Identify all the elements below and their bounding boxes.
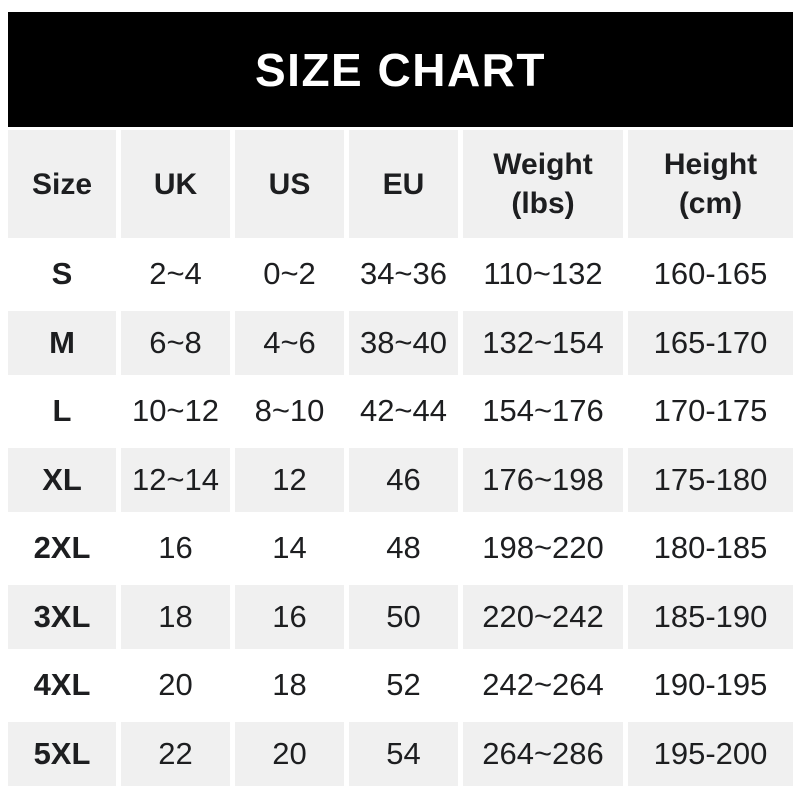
- table-cell: 22: [121, 721, 230, 786]
- table-cell: 220~242: [463, 584, 623, 649]
- row-size-cell: S: [8, 242, 116, 307]
- table-cell: 48: [349, 516, 458, 581]
- table-cell: 165-170: [628, 310, 793, 375]
- size-chart-banner: SIZE CHART: [8, 12, 793, 127]
- table-cell: 175-180: [628, 447, 793, 512]
- table-cell: 198~220: [463, 516, 623, 581]
- table-cell: 46: [349, 447, 458, 512]
- row-size-cell: M: [8, 310, 116, 375]
- table-cell: 12~14: [121, 447, 230, 512]
- table-cell: 190-195: [628, 653, 793, 718]
- table-cell: 10~12: [121, 379, 230, 444]
- table-cell: 8~10: [235, 379, 344, 444]
- header-cell: US: [235, 130, 344, 238]
- table-cell: 12: [235, 447, 344, 512]
- row-size-cell: L: [8, 379, 116, 444]
- table-cell: 160-165: [628, 242, 793, 307]
- table-cell: 195-200: [628, 721, 793, 786]
- row-size-cell: 2XL: [8, 516, 116, 581]
- table-cell: 14: [235, 516, 344, 581]
- table-cell: 16: [235, 584, 344, 649]
- header-cell: UK: [121, 130, 230, 238]
- table-cell: 242~264: [463, 653, 623, 718]
- table-cell: 18: [235, 653, 344, 718]
- table-cell: 52: [349, 653, 458, 718]
- table-cell: 6~8: [121, 310, 230, 375]
- header-cell: EU: [349, 130, 458, 238]
- table-cell: 0~2: [235, 242, 344, 307]
- table-cell: 50: [349, 584, 458, 649]
- table-cell: 4~6: [235, 310, 344, 375]
- size-table: Size UK US EU Weight (lbs) Height (cm) S 2~4 0~2…: [8, 130, 793, 786]
- row-size-cell: 4XL: [8, 653, 116, 718]
- banner-title: SIZE CHART: [255, 43, 546, 96]
- table-cell: 132~154: [463, 310, 623, 375]
- table-cell: 34~36: [349, 242, 458, 307]
- table-cell: 180-185: [628, 516, 793, 581]
- table-cell: 2~4: [121, 242, 230, 307]
- row-size-cell: 3XL: [8, 584, 116, 649]
- table-cell: 54: [349, 721, 458, 786]
- row-size-cell: XL: [8, 447, 116, 512]
- table-cell: 154~176: [463, 379, 623, 444]
- table-cell: 176~198: [463, 447, 623, 512]
- table-cell: 38~40: [349, 310, 458, 375]
- table-cell: 110~132: [463, 242, 623, 307]
- table-cell: 18: [121, 584, 230, 649]
- table-cell: 264~286: [463, 721, 623, 786]
- table-cell: 20: [121, 653, 230, 718]
- header-cell: Height (cm): [628, 130, 793, 238]
- header-cell: Size: [8, 130, 116, 238]
- row-size-cell: 5XL: [8, 721, 116, 786]
- table-cell: 42~44: [349, 379, 458, 444]
- table-cell: 16: [121, 516, 230, 581]
- header-cell: Weight (lbs): [463, 130, 623, 238]
- table-cell: 20: [235, 721, 344, 786]
- table-cell: 170-175: [628, 379, 793, 444]
- table-cell: 185-190: [628, 584, 793, 649]
